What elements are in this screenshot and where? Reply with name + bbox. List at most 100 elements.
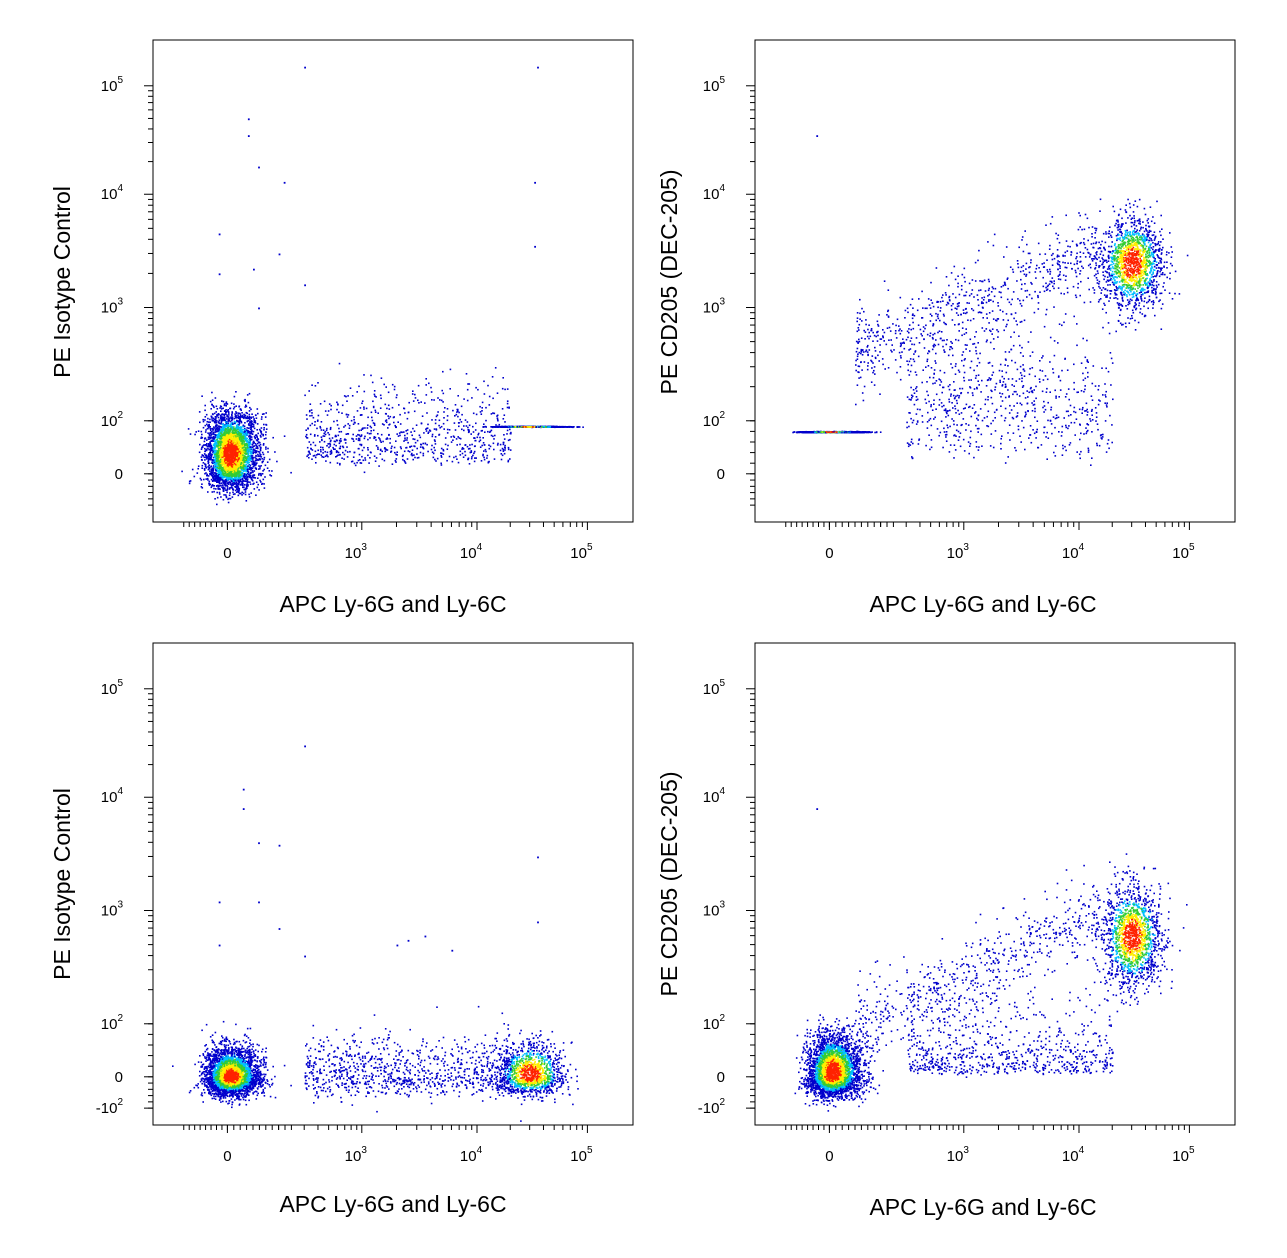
data-point xyxy=(215,405,218,408)
data-point xyxy=(257,477,259,479)
data-point xyxy=(250,472,252,474)
data-point xyxy=(562,425,565,428)
data-point xyxy=(238,422,241,425)
data-point xyxy=(254,414,257,416)
data-point xyxy=(215,488,217,490)
data-point xyxy=(225,463,227,466)
data-point xyxy=(228,438,231,441)
data-point xyxy=(235,481,238,483)
data-point xyxy=(248,455,251,457)
data-point xyxy=(259,446,262,448)
data-point xyxy=(206,423,208,426)
data-point xyxy=(263,428,265,431)
data-point xyxy=(202,426,205,429)
data-point xyxy=(538,426,540,428)
data-point xyxy=(262,444,265,446)
data-point xyxy=(214,440,217,443)
data-point xyxy=(204,463,207,466)
data-point xyxy=(243,476,246,478)
data-point xyxy=(246,415,249,418)
data-point xyxy=(255,457,257,460)
data-point xyxy=(516,425,519,428)
data-point xyxy=(475,413,478,416)
data-point xyxy=(240,451,243,453)
data-point xyxy=(223,433,225,436)
data-point xyxy=(225,476,228,479)
data-point xyxy=(257,432,259,435)
data-point xyxy=(228,455,230,457)
data-point xyxy=(223,426,226,429)
data-point xyxy=(251,446,254,449)
data-point xyxy=(265,437,267,440)
data-point xyxy=(240,426,243,428)
data-point xyxy=(239,414,242,417)
data-point xyxy=(234,452,236,455)
data-point xyxy=(252,416,255,418)
data-point xyxy=(336,462,339,464)
data-point xyxy=(235,452,238,455)
data-point xyxy=(225,422,228,425)
data-point xyxy=(212,466,214,469)
data-point xyxy=(267,447,269,450)
data-point xyxy=(247,441,250,443)
data-point xyxy=(246,480,248,483)
data-point xyxy=(210,440,212,442)
data-point xyxy=(265,428,268,430)
data-point xyxy=(419,436,422,439)
data-point xyxy=(426,412,428,414)
data-point xyxy=(258,441,260,443)
data-point xyxy=(514,426,517,428)
data-point xyxy=(264,416,267,418)
data-point xyxy=(206,458,208,460)
data-point xyxy=(255,454,257,457)
data-point xyxy=(240,459,242,461)
data-point xyxy=(246,445,248,447)
data-point xyxy=(244,414,247,417)
data-point xyxy=(233,479,236,481)
data-point xyxy=(220,438,222,440)
data-point xyxy=(212,480,214,482)
data-point xyxy=(237,439,240,441)
data-point xyxy=(233,395,236,398)
data-point xyxy=(216,454,218,456)
data-point xyxy=(214,480,216,482)
data-point xyxy=(218,446,221,449)
data-point xyxy=(210,446,213,448)
data-point xyxy=(212,485,214,487)
data-point xyxy=(204,459,206,461)
data-point xyxy=(204,424,207,427)
data-point xyxy=(264,464,267,467)
data-point xyxy=(265,431,267,433)
data-point xyxy=(255,417,258,419)
data-point xyxy=(262,460,264,463)
data-point xyxy=(576,426,578,428)
data-point xyxy=(437,411,439,413)
data-point xyxy=(223,456,226,459)
data-point xyxy=(217,470,219,472)
data-point xyxy=(204,437,206,440)
data-point xyxy=(237,489,239,492)
data-point xyxy=(238,473,241,475)
data-point xyxy=(252,451,254,453)
data-point xyxy=(240,448,243,451)
data-point xyxy=(241,482,243,485)
data-point xyxy=(209,436,212,439)
data-point xyxy=(240,462,243,464)
data-point xyxy=(249,446,252,449)
data-point xyxy=(247,431,249,434)
data-point xyxy=(212,451,214,454)
data-point xyxy=(223,414,225,416)
data-point xyxy=(529,426,532,428)
data-point xyxy=(230,477,233,480)
data-point xyxy=(379,453,382,455)
data-point xyxy=(237,491,240,494)
data-point xyxy=(434,443,437,445)
data-point xyxy=(206,443,208,445)
data-point xyxy=(213,433,216,436)
data-point xyxy=(243,455,246,457)
data-point xyxy=(225,411,227,413)
data-point xyxy=(210,447,212,450)
data-point xyxy=(250,417,253,419)
data-point xyxy=(214,498,216,500)
data-point xyxy=(219,442,222,445)
